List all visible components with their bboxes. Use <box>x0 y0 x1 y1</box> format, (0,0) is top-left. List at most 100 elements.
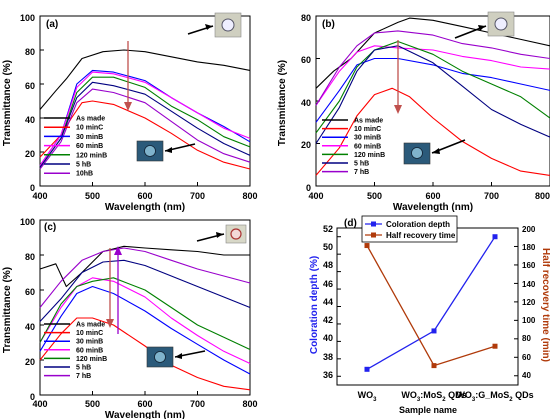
x-axis-label: Sample name <box>399 405 457 415</box>
x-tick-label: 500 <box>85 191 100 201</box>
panel-label: (d) <box>344 218 357 229</box>
series-line <box>39 317 251 391</box>
legend-label: 5 hB <box>76 162 91 169</box>
data-point <box>492 234 498 240</box>
x-tick-label: 800 <box>535 191 550 201</box>
data-point <box>364 243 370 249</box>
y2-tick-label: 160 <box>522 261 536 270</box>
panel-c: 0 20 40 60 80 100 400 500 600 700 800 Wa… <box>2 217 258 419</box>
photo-pointer-arrowhead <box>478 25 485 31</box>
legend-label: 7 hB <box>354 169 369 176</box>
coloration-arrowhead <box>394 105 402 114</box>
legend-label: As made <box>76 116 105 123</box>
legend-box <box>361 215 458 243</box>
y-tick-label: 100 <box>20 217 35 227</box>
series-line <box>39 49 251 110</box>
panel-d: 36 38 40 42 44 46 48 50 52 40 60 80 100 … <box>309 215 550 415</box>
plot-frame <box>315 15 550 187</box>
x-tick-label: 700 <box>190 191 205 201</box>
y-tick-label: 20 <box>25 357 35 367</box>
y2-tick-label: 60 <box>522 353 531 362</box>
legend-label: 60 minB <box>354 143 381 150</box>
x-tick-label: 400 <box>308 191 323 201</box>
y-tick-label: 20 <box>25 149 35 159</box>
panel-label: (c) <box>44 222 56 233</box>
series-line <box>366 236 496 370</box>
x-tick-label: 500 <box>85 399 100 409</box>
series-line <box>39 259 251 322</box>
series-line <box>39 88 251 170</box>
y-tick-label: 40 <box>25 115 35 125</box>
panel-b: 0 20 40 60 80 400 500 600 700 800 Wavele… <box>277 11 550 213</box>
data-point <box>431 328 437 334</box>
series-line <box>315 45 550 106</box>
legend-label: 60 minB <box>76 347 103 354</box>
legend-label: 30 minB <box>76 339 103 346</box>
legend-label: 10 minC <box>76 125 103 132</box>
series-line <box>39 285 251 375</box>
legend-label: 5 hB <box>354 161 369 168</box>
x-tick-label: 800 <box>242 191 257 201</box>
x-tick-label: 400 <box>32 399 47 409</box>
y-tick-label: 52 <box>323 224 333 234</box>
panel-a: 0 20 40 60 80 100 400 500 600 700 800 Wa… <box>2 12 258 213</box>
y2-tick-label: 100 <box>522 316 536 325</box>
data-point <box>492 343 498 349</box>
y-tick-label: 60 <box>301 55 311 65</box>
series-line <box>39 76 251 168</box>
legend-label: 10hB <box>76 171 93 178</box>
photo-pointer-arrowhead <box>432 148 440 154</box>
series-line <box>315 30 550 106</box>
y2-tick-label: 180 <box>522 243 536 252</box>
sample-photo-disc <box>221 18 235 32</box>
y2-axis-label: Half recovery time (min) <box>540 248 550 362</box>
x-tick-label: 800 <box>242 399 257 409</box>
category-label: WO3:G_MoS2 QDs <box>456 390 533 403</box>
x-tick-label: 600 <box>137 399 152 409</box>
legend-marker <box>371 232 376 238</box>
y-axis-label: Transmittance (%) <box>2 60 13 146</box>
y-tick-label: 36 <box>323 370 333 380</box>
legend-marker <box>371 221 376 227</box>
x-tick-label: 400 <box>32 191 47 201</box>
y2-tick-label: 140 <box>522 280 536 289</box>
panel-label: (a) <box>46 19 58 30</box>
x-tick-label: 700 <box>484 191 499 201</box>
legend-label: As made <box>354 118 383 125</box>
plot-frame <box>39 219 251 396</box>
y-tick-label: 0 <box>30 392 35 402</box>
sample-photo-clear <box>487 11 515 37</box>
y-tick-label: 0 <box>30 183 35 193</box>
coloration-arrowhead <box>124 102 132 111</box>
series-line <box>39 277 251 350</box>
series-line <box>39 245 250 288</box>
series-line <box>315 57 550 123</box>
legend-label: 120 minB <box>76 152 107 159</box>
series-line <box>315 45 550 144</box>
legend-label: As made <box>76 322 105 329</box>
series-line <box>39 247 251 308</box>
plot-frame <box>336 227 519 386</box>
series-line <box>366 245 496 367</box>
recovery-arrowhead <box>114 246 122 255</box>
x-axis-label: Wavelength (nm) <box>105 410 185 419</box>
plot-area <box>39 219 251 396</box>
coloration-arrowhead <box>106 319 114 328</box>
y-tick-label: 38 <box>323 352 333 362</box>
x-tick-label: 600 <box>137 191 152 201</box>
y-tick-label: 80 <box>25 252 35 262</box>
x-tick-label: 700 <box>190 399 205 409</box>
legend-label: 10 minC <box>76 330 103 337</box>
plot-area <box>336 227 519 386</box>
series-line <box>315 87 550 176</box>
x-tick-label: 600 <box>425 191 440 201</box>
category-label: WO3 <box>358 390 378 403</box>
y-tick-label: 40 <box>25 322 35 332</box>
y-tick-label: 80 <box>301 13 311 23</box>
y-axis-label: Transmittance (%) <box>2 267 13 353</box>
x-axis-label: Wavelength (nm) <box>105 202 185 213</box>
data-point <box>364 366 370 372</box>
